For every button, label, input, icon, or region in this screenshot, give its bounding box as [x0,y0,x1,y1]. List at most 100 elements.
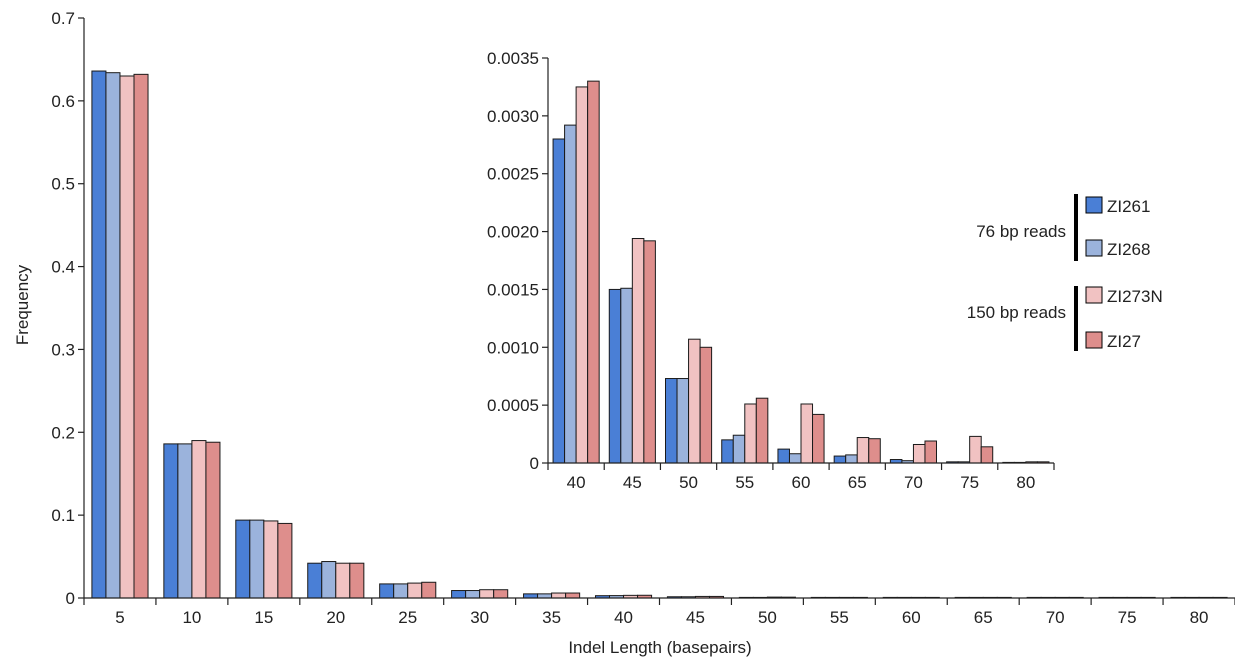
main-axes: 0 0.1 0.2 0.3 0.4 0.5 0.6 0.7 5 10 15 20 25 30 35 40 45 5… [51,9,1235,627]
main-x-tick-label: 5 [115,608,124,627]
legend-swatch-zi261 [1085,196,1103,214]
main-bar [177,443,193,599]
inset-x-tick-label: 45 [623,473,642,492]
main-x-tick-label: 25 [398,608,417,627]
main-y-tick-label: 0 [66,589,75,608]
inset-bar [552,138,566,464]
inset-bar [856,437,870,464]
x-axis-title: Indel Length (basepairs) [568,638,751,657]
legend-group-bracket-76bp [1074,194,1078,261]
inset-bar [631,238,645,464]
main-bar [307,562,323,599]
inset-y-tick-label: 0.0020 [487,223,539,242]
inset-bar [721,439,734,464]
main-x-tick-label: 75 [1118,608,1137,627]
main-bar [119,75,135,599]
main-bar [133,73,149,599]
inset-bar [755,397,769,464]
inset-y-tick-label: 0.0010 [487,338,539,357]
inset-bar [676,378,690,464]
inset-bar [924,440,937,464]
main-bar [565,592,581,599]
main-x-tick-label: 15 [254,608,273,627]
main-y-tick-label: 0.1 [51,506,75,525]
inset-bar [732,434,746,464]
main-bar [493,589,509,599]
main-x-tick-label: 50 [758,608,777,627]
legend-group-label-150bp: 150 bp reads [967,303,1066,322]
main-y-tick-label: 0.5 [51,175,75,194]
inset-bar [912,443,926,464]
legend: 76 bp reads 150 bp reads ZI261 ZI268 ZI2… [967,194,1163,351]
inset-y-tick-label: 0.0025 [487,165,539,184]
inset-x-tick-label: 80 [1016,473,1035,492]
inset-bar [688,338,701,464]
inset-axes: 0 0.0005 0.0010 0.0015 0.0020 0.0025 0.0030 0.0… [487,49,1055,492]
main-x-tick-label: 70 [1046,608,1065,627]
main-x-tick-label: 35 [542,608,561,627]
inset-bar [643,240,656,464]
main-bar [163,443,179,599]
inset-x-tick-label: 55 [735,473,754,492]
main-bar [105,72,121,599]
inset-x-tick-label: 75 [960,473,979,492]
main-x-tick-label: 10 [182,608,201,627]
inset-bar [868,438,881,464]
main-bar [537,593,553,599]
inset-bar [587,80,600,464]
inset-plot: 0 0.0005 0.0010 0.0015 0.0020 0.0025 0.0030 0.0… [487,49,1055,492]
legend-label-zi273n: ZI273N [1107,287,1163,306]
main-x-tick-label: 55 [830,608,849,627]
inset-bar [845,454,858,464]
main-bar [479,589,495,599]
main-bar [321,561,337,599]
main-bar [465,590,481,599]
main-x-tick-label: 40 [614,608,633,627]
inset-x-tick-label: 60 [792,473,811,492]
inset-bar [699,346,713,464]
main-bar [277,522,293,599]
main-bar [335,562,351,599]
legend-swatch-zi27 [1085,331,1103,349]
inset-bar [812,413,825,464]
inset-bars [552,80,1050,464]
main-bar [523,593,539,599]
main-y-tick-label: 0.4 [51,258,75,277]
main-y-tick-label: 0.7 [51,9,75,28]
inset-bar [744,403,757,464]
main-bar [379,583,395,599]
main-x-tick-label: 30 [470,608,489,627]
legend-label-zi261: ZI261 [1107,197,1150,216]
main-bar [205,441,221,599]
inset-y-tick-label: 0.0005 [487,396,539,415]
main-x-tick-label: 65 [974,608,993,627]
inset-bar [788,453,802,464]
inset-bar [665,378,678,464]
main-y-tick-label: 0.2 [51,423,75,442]
inset-bar [980,446,994,464]
legend-group-label-76bp: 76 bp reads [976,222,1066,241]
main-bar [421,581,437,599]
main-x-tick-label: 45 [686,608,705,627]
main-y-tick-label: 0.3 [51,340,75,359]
legend-swatch-zi268 [1085,239,1103,257]
legend-label-zi268: ZI268 [1107,240,1150,259]
inset-x-tick-label: 50 [679,473,698,492]
inset-x-tick-label: 70 [904,473,923,492]
main-bar [451,590,467,599]
main-y-tick-label: 0.6 [51,92,75,111]
main-bar [551,592,567,599]
legend-group-bracket-150bp [1074,286,1078,351]
main-bar [91,70,107,599]
legend-swatch-zi273n [1085,286,1103,304]
inset-y-tick-label: 0.0030 [487,107,539,126]
inset-bar [969,435,982,464]
inset-y-tick-label: 0 [530,454,539,473]
main-bars [91,70,1228,599]
inset-bar [564,124,577,464]
inset-bar [833,455,847,464]
main-bar [263,520,279,599]
main-bar [249,519,265,599]
main-x-tick-label: 20 [326,608,345,627]
